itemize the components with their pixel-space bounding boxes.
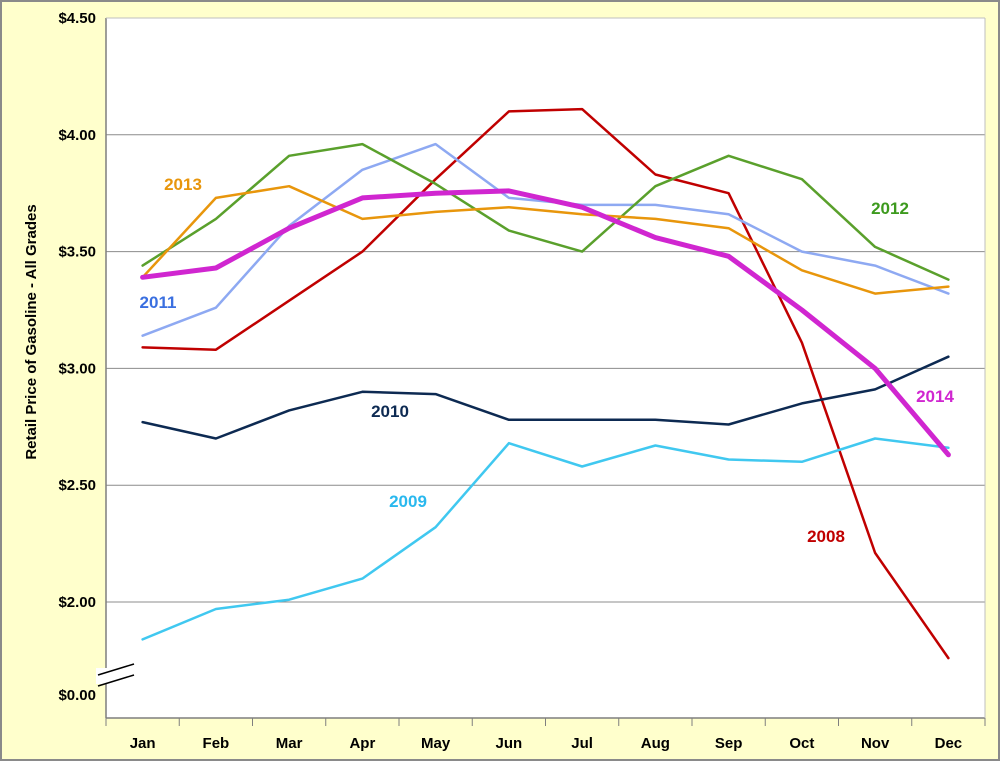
x-tick-label: Mar	[276, 735, 303, 752]
axis-break-slash	[97, 674, 135, 687]
x-tick-label: Nov	[861, 735, 890, 752]
series-line-2010	[141, 355, 950, 440]
x-tick-label: Jun	[496, 735, 523, 752]
y-tick-label: $0.00	[58, 687, 96, 704]
series-label-2014: 2014	[916, 387, 954, 406]
y-tick-label: $2.00	[58, 594, 96, 611]
y-tick-label: $4.00	[58, 127, 96, 144]
y-tick-label: $2.50	[58, 477, 96, 494]
series-line-2014	[140, 188, 951, 458]
series-annotations: 2013 2011 2012 2010 2014 2009 2008	[140, 175, 955, 546]
series-label-2010: 2010	[371, 402, 409, 421]
axis-break-gap	[96, 668, 116, 684]
x-tick-label: May	[421, 735, 451, 752]
axes	[105, 17, 986, 726]
y-tick-label: $3.00	[58, 360, 96, 377]
x-tick-label: Jan	[130, 735, 156, 752]
x-tick-labels: Jan Feb Mar Apr May Jun Jul Aug Sep Oct Nov Dec	[130, 735, 962, 752]
y-tick-labels: $0.00 $2.00 $2.50 $3.00 $3.50 $4.00 $4.50	[58, 10, 96, 704]
x-tick-label: Jul	[571, 735, 593, 752]
axis-break-slash	[97, 663, 135, 676]
series-line-2012	[141, 142, 950, 281]
x-tick-label: Apr	[349, 735, 375, 752]
x-tick-label: Oct	[789, 735, 814, 752]
y-tick-label: $3.50	[58, 244, 96, 261]
series-line-2008	[141, 107, 950, 660]
series-line-2013	[141, 184, 950, 295]
x-tick-label: Dec	[935, 735, 963, 752]
series-label-2009: 2009	[389, 492, 427, 511]
series-label-2013: 2013	[164, 175, 202, 194]
x-tick-label: Aug	[641, 735, 670, 752]
series-label-2012: 2012	[871, 199, 909, 218]
axis-break-mark	[96, 663, 135, 687]
y-axis-label: Retail Price of Gasoline - All Grades	[23, 204, 40, 459]
series-label-2011: 2011	[140, 293, 177, 312]
series-lines	[140, 107, 951, 660]
series-line-2009	[141, 437, 950, 641]
y-tick-label: $4.50	[58, 10, 96, 27]
x-tick-label: Feb	[203, 735, 230, 752]
series-label-2008: 2008	[807, 527, 845, 546]
x-tick-label: Sep	[715, 735, 743, 752]
